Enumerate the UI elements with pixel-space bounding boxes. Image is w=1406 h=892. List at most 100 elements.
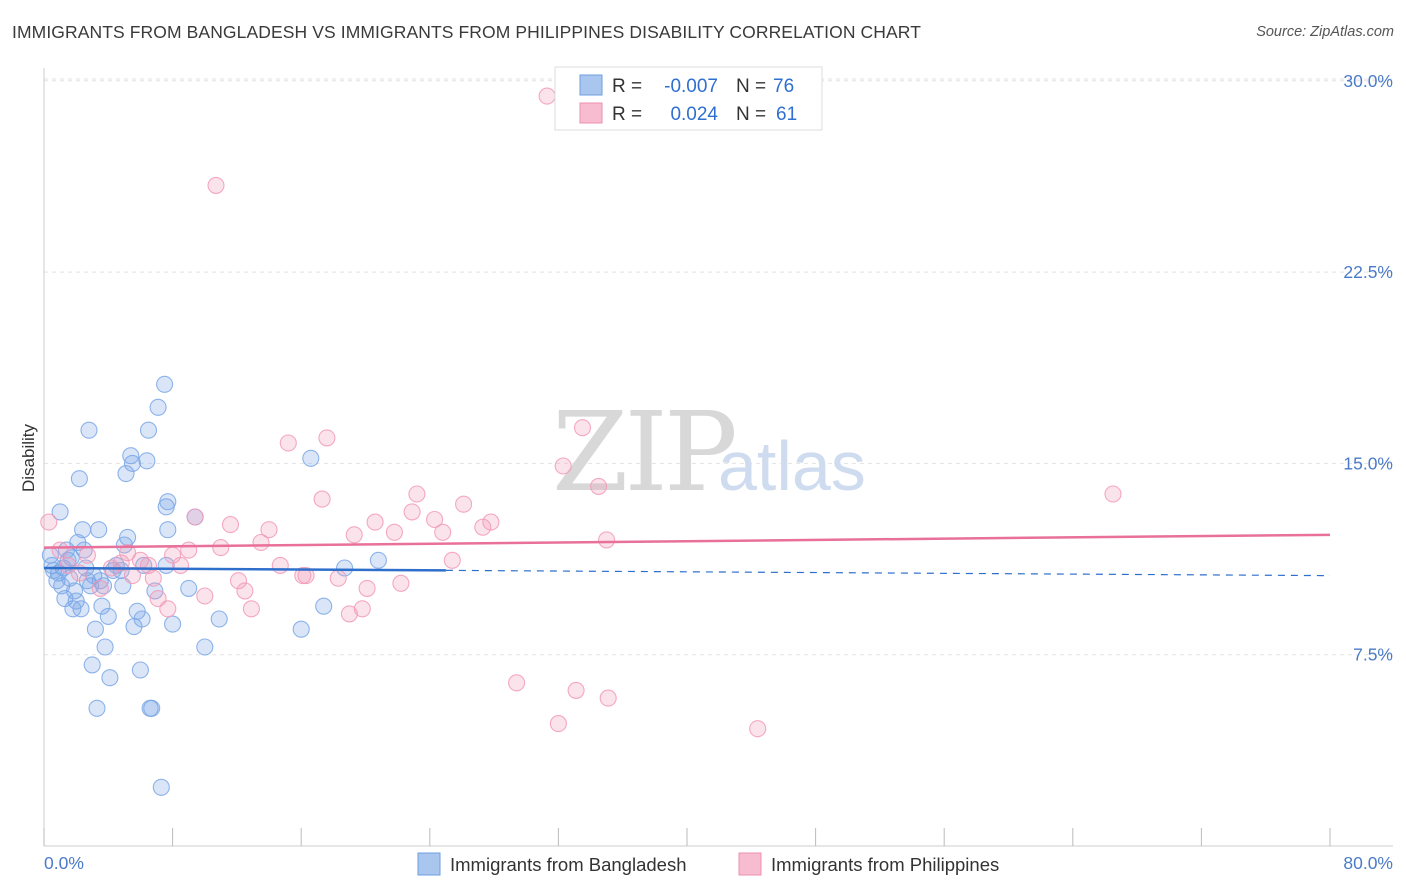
data-point <box>212 539 230 557</box>
data-point <box>271 556 289 574</box>
data-point <box>186 508 204 526</box>
legend-swatch-bangladesh <box>579 74 603 96</box>
data-point <box>385 523 403 541</box>
chart-title: IMMIGRANTS FROM BANGLADESH VS IMMIGRANTS… <box>12 22 922 42</box>
series-legend-label-bangladesh: Immigrants from Bangladesh <box>450 854 687 875</box>
x-tick-label-min: 0.0% <box>44 853 84 873</box>
y-axis-label: Disability <box>19 423 38 492</box>
legend-n-label-1: N = <box>736 76 766 97</box>
data-point <box>196 638 214 656</box>
data-point <box>318 429 336 447</box>
x-tick-label-max: 80.0% <box>1343 853 1393 873</box>
data-point <box>313 490 331 508</box>
legend-r-label-2: R = <box>612 104 642 125</box>
data-point <box>207 176 225 194</box>
data-point <box>72 600 90 618</box>
data-point <box>82 577 100 595</box>
data-point <box>123 567 141 585</box>
data-point <box>180 579 198 597</box>
data-point <box>329 569 347 587</box>
data-point <box>590 477 608 495</box>
data-point <box>260 521 278 539</box>
legend-r-value-2: 0.024 <box>670 104 718 125</box>
data-point <box>353 600 371 618</box>
legend-n-value-2: 61 <box>776 104 797 125</box>
data-point <box>210 610 228 628</box>
data-point <box>51 541 69 559</box>
trend-line-solid <box>43 533 1331 549</box>
data-point <box>123 454 141 472</box>
data-point <box>152 778 170 796</box>
data-point <box>131 661 149 679</box>
data-point <box>345 526 363 544</box>
data-point <box>358 579 376 597</box>
data-point <box>455 495 473 513</box>
trend-line-solid <box>43 566 446 572</box>
data-point <box>78 546 96 564</box>
data-point <box>482 513 500 531</box>
y-tick-label: 15.0% <box>1343 453 1393 473</box>
data-point <box>443 551 461 569</box>
legend-n-value-1: 76 <box>773 76 794 97</box>
data-point <box>93 597 111 615</box>
data-point <box>40 513 58 531</box>
y-tick-labels: 7.5% 15.0% 22.5% 30.0% <box>1343 71 1393 665</box>
legend-r-label-1: R = <box>612 76 642 97</box>
data-point <box>434 523 452 541</box>
series-legend-swatch-bangladesh <box>417 852 441 876</box>
data-point <box>96 638 114 656</box>
series-legend: Immigrants from Bangladesh Immigrants fr… <box>417 852 999 876</box>
data-point <box>573 419 592 437</box>
trend-lines <box>43 533 1331 577</box>
data-point <box>164 615 182 633</box>
data-point <box>91 579 109 597</box>
data-point <box>408 485 426 503</box>
y-tick-label: 30.0% <box>1343 71 1393 91</box>
data-point <box>242 600 260 618</box>
data-point <box>99 607 117 625</box>
data-point <box>119 544 137 562</box>
data-point <box>315 597 333 615</box>
series-bangladesh <box>41 375 387 796</box>
data-point <box>51 503 69 521</box>
watermark-zip: ZIP <box>552 388 735 516</box>
watermark-atlas: atlas <box>718 427 866 505</box>
data-point <box>392 574 410 592</box>
data-point <box>144 569 162 587</box>
data-point <box>538 87 556 105</box>
data-point <box>749 720 767 738</box>
data-point <box>172 556 190 574</box>
data-point <box>94 577 113 595</box>
legend-n-label-2: N = <box>736 104 766 125</box>
data-point <box>554 457 572 475</box>
data-point <box>88 699 106 717</box>
data-point <box>302 449 320 467</box>
data-point <box>549 715 567 733</box>
data-points <box>40 87 1122 796</box>
data-point <box>133 610 151 628</box>
data-point <box>74 521 92 539</box>
trend-line-dashed <box>445 569 1331 577</box>
data-point <box>336 559 354 577</box>
axes <box>43 68 1393 847</box>
data-point <box>508 674 526 692</box>
series-legend-swatch-philippines <box>738 852 762 876</box>
data-point <box>101 669 119 687</box>
data-point <box>369 551 387 569</box>
data-point <box>83 656 101 674</box>
data-point <box>80 421 98 439</box>
data-point <box>119 528 137 546</box>
data-point <box>221 516 240 534</box>
legend-swatch-philippines <box>579 102 603 124</box>
data-point <box>403 503 421 521</box>
data-point <box>156 375 174 393</box>
data-point <box>1104 485 1122 503</box>
series-legend-label-philippines: Immigrants from Philippines <box>771 854 999 875</box>
series-philippines <box>40 87 1122 738</box>
data-point <box>70 470 88 488</box>
data-point <box>366 513 384 531</box>
data-point <box>117 465 135 483</box>
data-point <box>567 681 585 699</box>
data-point <box>90 521 108 539</box>
